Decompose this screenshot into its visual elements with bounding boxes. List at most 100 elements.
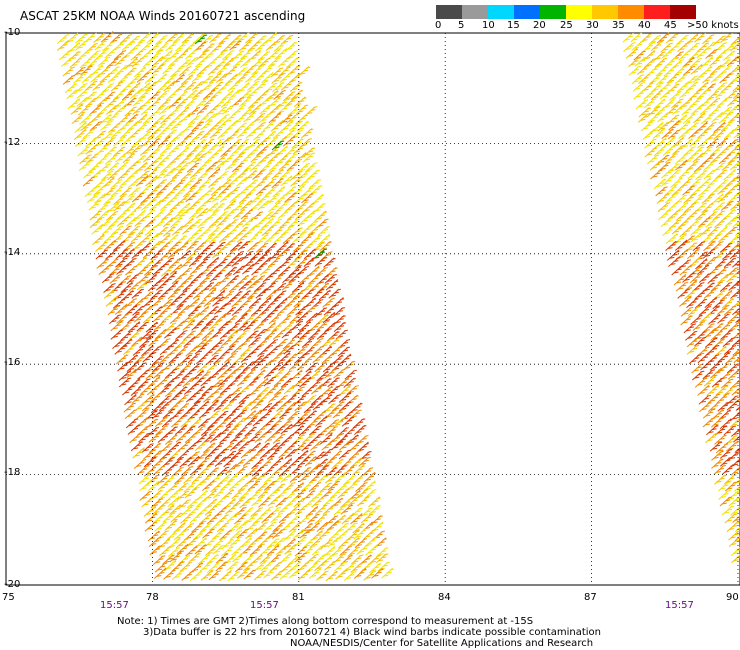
wind-barb [264, 242, 278, 254]
wind-barb [732, 259, 740, 268]
wind-barb [147, 530, 161, 542]
wind-barb [205, 265, 219, 277]
wind-barb [343, 571, 357, 581]
wind-barb [307, 463, 320, 475]
wind-barb [132, 298, 146, 308]
wind-barb [699, 401, 712, 413]
wind-barb [176, 450, 190, 461]
wind-barb [278, 314, 292, 326]
wind-barb [136, 321, 149, 332]
wind-barb [267, 257, 281, 268]
wind-barb [724, 353, 738, 365]
wind-barb [134, 201, 147, 211]
wind-barb [307, 225, 320, 236]
wind-barb [657, 112, 670, 123]
wind-barb [121, 90, 135, 101]
wind-barb [124, 409, 138, 420]
wind-barb [633, 89, 646, 100]
wind-barb [355, 482, 368, 493]
wind-barb [295, 346, 308, 356]
legend-label: 45 [664, 20, 677, 31]
wind-barb [305, 562, 318, 573]
wind-barb [237, 82, 250, 94]
wind-barb [659, 89, 673, 100]
wind-barb [214, 448, 228, 459]
wind-barb [153, 320, 166, 331]
wind-barb [167, 400, 181, 413]
wind-barb [159, 545, 172, 557]
wind-barb [153, 368, 166, 379]
wind-barb [268, 111, 282, 124]
wind-barb [313, 451, 326, 462]
wind-barb [244, 224, 257, 236]
wind-barb [302, 433, 315, 444]
wind-barb [705, 432, 718, 444]
wind-barb [302, 147, 316, 158]
wind-barb [720, 32, 733, 43]
wind-barb [158, 99, 171, 110]
wind-barb [185, 89, 198, 101]
wind-barb [291, 329, 305, 340]
wind-barb [314, 248, 328, 259]
wind-barb [719, 65, 732, 76]
wind-barb [67, 97, 81, 110]
wind-barb [62, 74, 76, 85]
wind-barb [291, 425, 305, 436]
wind-barb [284, 543, 297, 555]
wind-barb [324, 367, 337, 379]
wind-barb [316, 465, 329, 476]
wind-barb [127, 321, 141, 333]
wind-barb [167, 288, 181, 300]
wind-barb [301, 282, 315, 293]
wind-barb [216, 522, 230, 533]
wind-barb [230, 449, 244, 460]
wind-barb [219, 81, 232, 92]
wind-barb [233, 104, 246, 115]
wind-barb [292, 144, 306, 155]
wind-barb [311, 497, 324, 508]
wind-barb [112, 297, 126, 309]
wind-barb [731, 427, 740, 437]
wind-barb [285, 353, 298, 364]
wind-barb [726, 104, 739, 116]
wind-barb [671, 136, 684, 149]
wind-barb [170, 119, 183, 131]
wind-barb [219, 384, 233, 395]
wind-barb [130, 231, 144, 243]
wind-barb [229, 433, 243, 444]
wind-barb [158, 338, 171, 349]
wind-barb [319, 432, 333, 445]
wind-barb [687, 168, 700, 180]
wind-barb [164, 519, 177, 531]
wind-barb [271, 416, 284, 428]
wind-barb [189, 218, 202, 229]
wind-barb [99, 72, 113, 83]
wind-barb [305, 312, 319, 324]
wind-barb [267, 442, 281, 453]
wind-barb [134, 113, 148, 126]
wind-barb [677, 288, 690, 299]
wind-barb [300, 128, 314, 139]
wind-barb [115, 354, 129, 365]
wind-barb [278, 160, 292, 171]
wind-barb [713, 121, 726, 133]
wind-barb [289, 521, 302, 533]
wind-barb [242, 456, 256, 467]
wind-barb [726, 267, 739, 278]
wind-barb [307, 522, 320, 534]
wind-barb [732, 173, 740, 182]
wind-barb [272, 329, 286, 340]
wind-barb [168, 144, 181, 155]
wind-barb [103, 187, 116, 198]
wind-barb [311, 544, 325, 556]
wind-barb [206, 554, 219, 565]
wind-barb [79, 154, 92, 165]
wind-barb [324, 408, 337, 420]
wind-barb [56, 34, 70, 45]
wind-barb [263, 281, 276, 293]
wind-barb [719, 496, 733, 507]
wind-barb [270, 456, 284, 468]
wind-barb [724, 216, 738, 227]
wind-barb [625, 48, 639, 59]
wind-barb [154, 73, 168, 85]
